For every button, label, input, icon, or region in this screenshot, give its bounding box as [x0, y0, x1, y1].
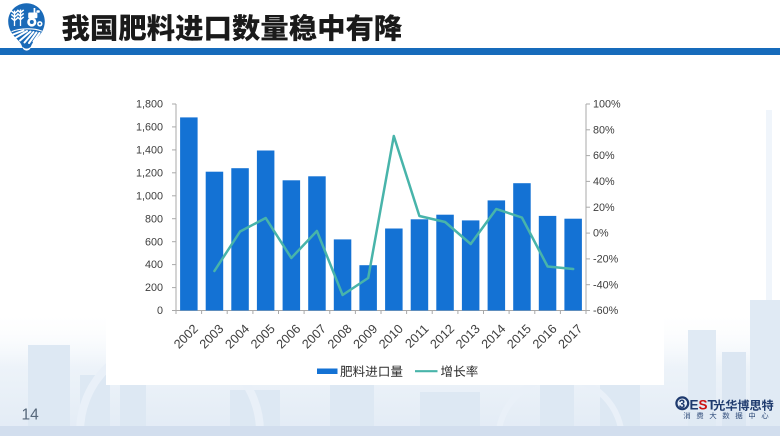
svg-text:-60%: -60% — [593, 305, 619, 317]
svg-text:-20%: -20% — [593, 254, 619, 266]
svg-text:100%: 100% — [593, 99, 621, 111]
svg-text:200: 200 — [145, 282, 163, 294]
svg-text:14: 14 — [22, 407, 40, 424]
svg-text:EST: EST — [690, 397, 717, 412]
svg-text:600: 600 — [145, 236, 163, 248]
svg-text:3: 3 — [679, 399, 685, 411]
svg-text:60%: 60% — [593, 150, 615, 162]
svg-text:0%: 0% — [593, 228, 609, 240]
svg-text:40%: 40% — [593, 176, 615, 188]
svg-text:800: 800 — [145, 213, 163, 225]
svg-text:1,000: 1,000 — [136, 190, 163, 202]
svg-text:1,800: 1,800 — [136, 99, 163, 111]
svg-text:1,600: 1,600 — [136, 122, 163, 134]
svg-text:-40%: -40% — [593, 279, 619, 291]
svg-text:20%: 20% — [593, 202, 615, 214]
svg-text:400: 400 — [145, 259, 163, 271]
svg-text:1,400: 1,400 — [136, 145, 163, 157]
svg-text:0: 0 — [157, 305, 163, 317]
svg-text:80%: 80% — [593, 124, 615, 136]
svg-text:1,200: 1,200 — [136, 167, 163, 179]
